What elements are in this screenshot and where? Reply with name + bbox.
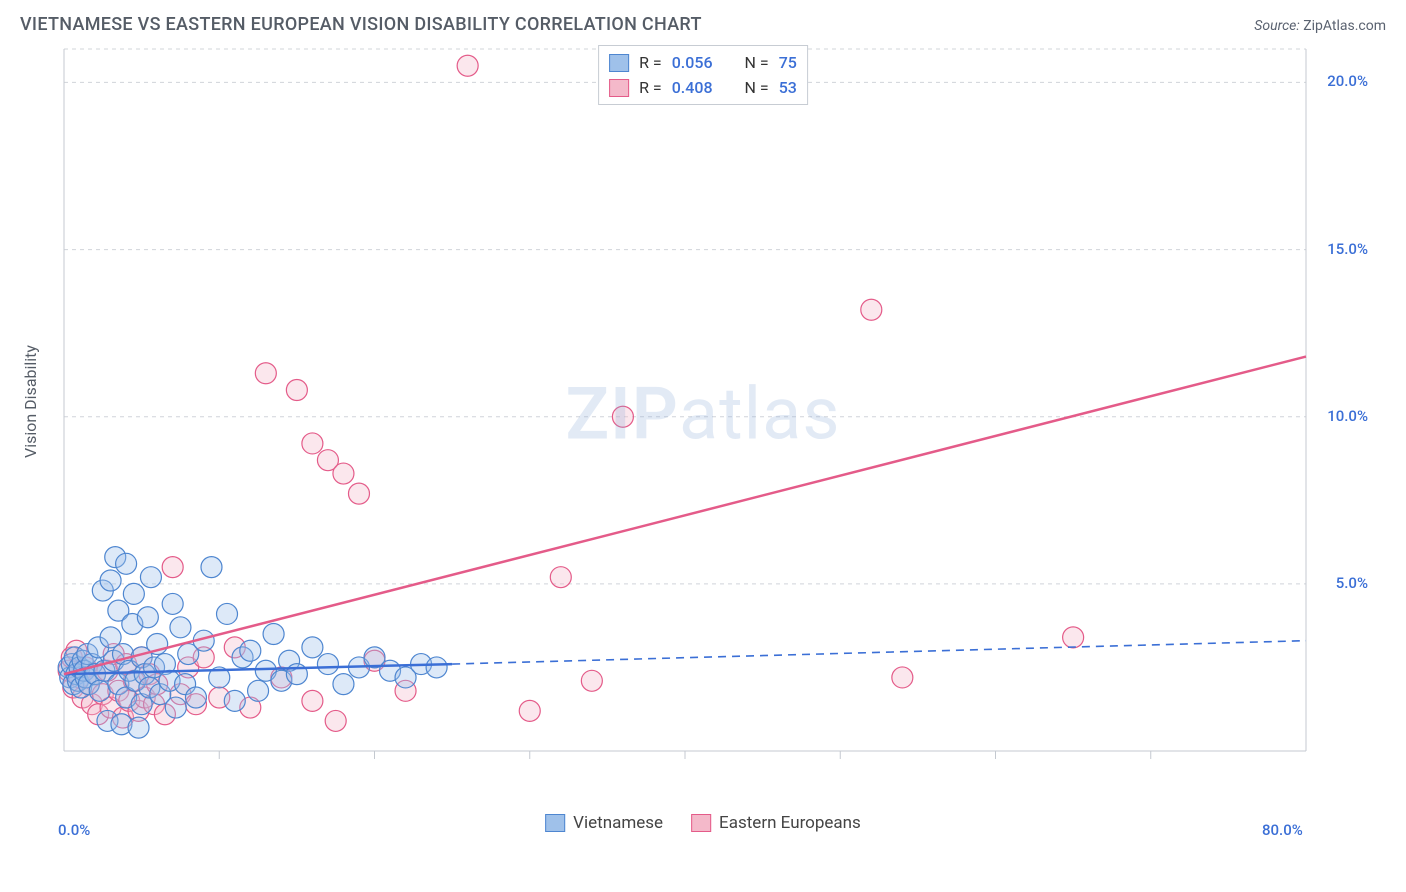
y-tick-label: 20.0% <box>1327 72 1368 90</box>
legend-series: Vietnamese Eastern Europeans <box>545 813 861 833</box>
legend-item-b: Eastern Europeans <box>691 813 861 833</box>
legend-stats-box: R = 0.056 N = 75 R = 0.408 N = 53 <box>598 45 808 105</box>
y-axis-label: Vision Disability <box>16 41 44 761</box>
source-label: Source: <box>1254 18 1299 34</box>
legend-stats-row-a: R = 0.056 N = 75 <box>609 50 797 75</box>
source-credit: Source: ZipAtlas.com <box>1254 18 1386 34</box>
x-tick-label: 0.0% <box>58 821 90 839</box>
swatch-series-b-icon <box>691 814 711 832</box>
swatch-series-a-icon <box>545 814 565 832</box>
legend-stats-row-b: R = 0.408 N = 53 <box>609 75 797 100</box>
legend-item-a: Vietnamese <box>545 813 663 833</box>
legend-label-a: Vietnamese <box>573 813 663 833</box>
y-tick-label: 5.0% <box>1336 574 1368 592</box>
y-tick-label: 15.0% <box>1327 240 1368 258</box>
swatch-series-a-icon <box>609 54 629 72</box>
scatter-plot-svg <box>56 41 1366 811</box>
swatch-series-b-icon <box>609 79 629 97</box>
header-row: VIETNAMESE VS EASTERN EUROPEAN VISION DI… <box>0 0 1406 41</box>
legend-label-b: Eastern Europeans <box>719 813 861 833</box>
plot-area: Vision Disability ZIPatlas R = 0.056 N =… <box>20 41 1386 851</box>
chart-container: VIETNAMESE VS EASTERN EUROPEAN VISION DI… <box>0 0 1406 892</box>
chart-title: VIETNAMESE VS EASTERN EUROPEAN VISION DI… <box>20 14 702 35</box>
y-tick-label: 10.0% <box>1327 407 1368 425</box>
x-tick-label: 80.0% <box>1262 821 1303 839</box>
source-name: ZipAtlas.com <box>1303 18 1386 34</box>
